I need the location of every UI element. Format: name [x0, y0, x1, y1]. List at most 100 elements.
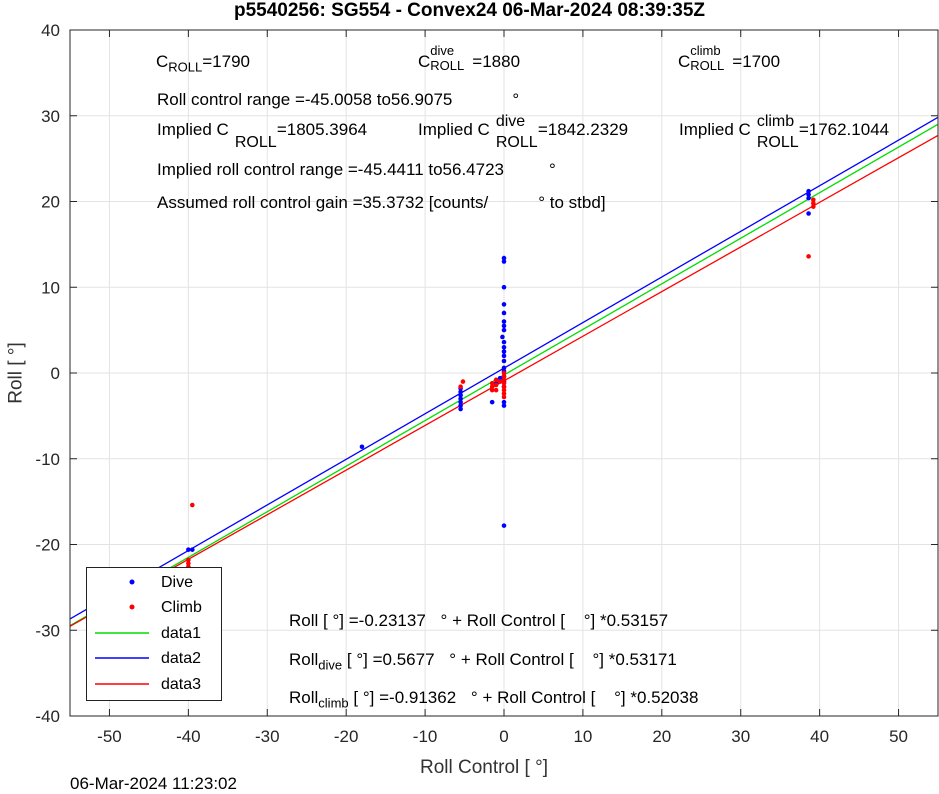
dive-point	[489, 399, 495, 405]
dive-point	[806, 192, 811, 197]
x-tick-label: -10	[413, 727, 438, 746]
climb-point	[811, 204, 816, 209]
y-tick-label: -30	[35, 621, 60, 640]
dive-point	[806, 195, 811, 201]
dive-point	[501, 349, 507, 354]
climb-point	[493, 377, 499, 383]
dive-point	[458, 399, 463, 405]
climb-point	[186, 557, 191, 563]
dive-point	[458, 403, 463, 408]
x-tick-label: 20	[652, 727, 671, 746]
x-tick-label: 30	[731, 727, 750, 746]
dive-point	[501, 319, 507, 324]
chart-title: p5540256: SG554 - Convex24 06-Mar-2024 0…	[233, 0, 706, 21]
climb-point	[489, 384, 495, 390]
legend-dive-marker	[129, 579, 135, 585]
x-tick-label: 50	[889, 727, 908, 746]
climb-point	[460, 379, 466, 384]
dive-point	[458, 406, 463, 412]
equation-roll: Roll [ °] =-0.23137 ° + Roll Control [ °…	[289, 611, 669, 630]
dive-point	[359, 444, 365, 450]
x-tick-label: 40	[810, 727, 829, 746]
dive-point	[501, 344, 507, 350]
climb-point	[806, 254, 811, 259]
y-tick-label: 30	[41, 107, 60, 126]
dive-point	[501, 323, 507, 329]
dive-point	[501, 339, 507, 345]
climb-point	[190, 502, 195, 508]
climb-point	[501, 370, 507, 376]
dive-point	[501, 399, 507, 405]
climb-point	[501, 374, 507, 379]
y-tick-label: -10	[35, 450, 60, 469]
climb-point	[489, 380, 495, 386]
annotation-roll-range: Roll control range =-45.0058 to56.9075 °	[157, 90, 520, 109]
climb-point	[186, 561, 191, 566]
dive-point	[458, 392, 463, 398]
legend: Dive Climb data1 data2 data3	[86, 567, 222, 701]
climb-point	[501, 380, 507, 386]
legend-climb-marker	[129, 604, 135, 610]
dive-point	[806, 211, 811, 216]
annotation-implied-c: Implied C ROLL =1805.3964	[157, 120, 368, 151]
climb-point	[458, 384, 463, 390]
climb-point	[501, 394, 507, 400]
dive-point	[500, 334, 505, 340]
dive-point	[458, 396, 463, 402]
climb-point	[489, 387, 495, 393]
legend-data1-line	[95, 632, 149, 634]
dive-point	[190, 547, 195, 552]
dive-point	[501, 259, 507, 264]
annotation-implied-range: Implied roll control range =-45.4411 to5…	[157, 160, 556, 179]
dive-point	[501, 365, 507, 371]
climb-point	[497, 379, 503, 384]
x-tick-label: -40	[176, 727, 201, 746]
climb-point	[501, 384, 507, 390]
dive-point	[186, 547, 191, 552]
legend-item-data2: data2	[87, 646, 221, 670]
dive-point	[501, 255, 507, 261]
dive-point	[501, 353, 507, 359]
y-tick-label: 20	[41, 193, 60, 212]
legend-data2-line	[95, 657, 149, 659]
y-tick-label: 40	[41, 21, 60, 40]
dive-point	[501, 523, 507, 528]
dive-point	[501, 310, 507, 316]
legend-item-dive: Dive	[87, 570, 221, 594]
x-tick-label: 0	[499, 727, 508, 746]
x-axis-label: Roll Control [ °]	[420, 757, 548, 778]
legend-item-climb: Climb	[87, 595, 221, 619]
climb-point	[501, 387, 507, 393]
dive-point	[501, 302, 507, 307]
climb-point	[811, 200, 816, 206]
annotation-gain: Assumed roll control gain =35.3732 [coun…	[157, 193, 606, 212]
climb-point	[493, 382, 499, 388]
equation-roll-climb: Rollclimb [ °] =-0.91362 ° + Roll Contro…	[289, 688, 699, 711]
x-tick-label: -20	[334, 727, 359, 746]
x-tick-label: 10	[573, 727, 592, 746]
dive-point	[501, 358, 507, 364]
y-axis-label: Roll [ °]	[5, 342, 27, 404]
dive-point	[501, 327, 507, 333]
x-tick-label: -50	[97, 727, 122, 746]
y-tick-label: 10	[41, 278, 60, 297]
climb-point	[811, 197, 816, 203]
footer-timestamp: 06-Mar-2024 11:23:02	[70, 774, 237, 793]
y-tick-label: -40	[35, 707, 60, 726]
climb-point	[493, 387, 499, 393]
dive-point	[501, 284, 507, 290]
y-tick-label: -20	[35, 536, 60, 555]
dive-point	[458, 389, 463, 395]
x-tick-label: -30	[255, 727, 280, 746]
legend-data3-line	[95, 683, 149, 685]
dive-point	[806, 188, 811, 194]
climb-point	[501, 377, 507, 383]
climb-point	[501, 391, 507, 396]
legend-item-data1: data1	[87, 621, 221, 645]
annotation-c-roll: CROLL=1790	[156, 52, 250, 75]
legend-item-data3: data3	[87, 672, 221, 696]
